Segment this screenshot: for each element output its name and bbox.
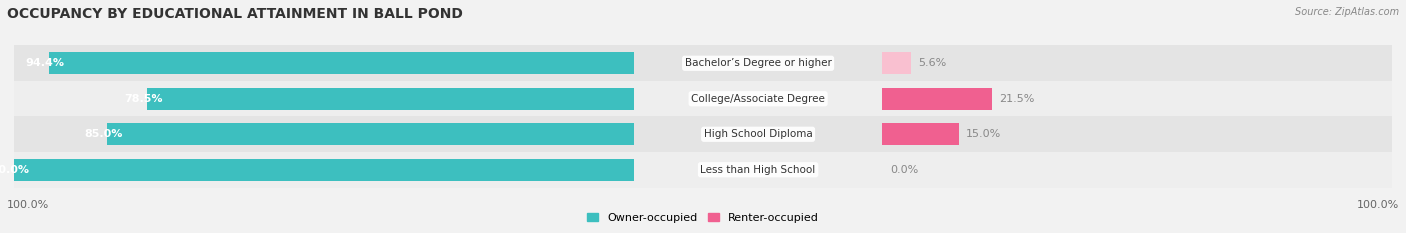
- Text: 78.5%: 78.5%: [124, 94, 163, 104]
- Bar: [882, 81, 1392, 116]
- Text: 5.6%: 5.6%: [918, 58, 946, 68]
- Text: 21.5%: 21.5%: [1000, 94, 1035, 104]
- Bar: [14, 159, 634, 181]
- Bar: [107, 123, 634, 145]
- Bar: [882, 88, 991, 110]
- Text: 100.0%: 100.0%: [1357, 200, 1399, 210]
- Bar: [14, 45, 634, 81]
- Bar: [49, 52, 634, 74]
- Bar: [148, 88, 634, 110]
- Legend: Owner-occupied, Renter-occupied: Owner-occupied, Renter-occupied: [582, 209, 824, 227]
- Text: 100.0%: 100.0%: [7, 200, 49, 210]
- Bar: [882, 116, 1392, 152]
- Bar: [634, 45, 882, 81]
- Bar: [882, 152, 1392, 188]
- Text: 85.0%: 85.0%: [84, 129, 122, 139]
- Bar: [882, 123, 959, 145]
- Bar: [14, 152, 634, 188]
- Bar: [882, 45, 1392, 81]
- Text: 94.4%: 94.4%: [25, 58, 65, 68]
- Bar: [14, 116, 634, 152]
- Text: Source: ZipAtlas.com: Source: ZipAtlas.com: [1295, 7, 1399, 17]
- Bar: [634, 81, 882, 116]
- Bar: [634, 152, 882, 188]
- Text: 100.0%: 100.0%: [0, 165, 30, 175]
- Bar: [882, 52, 911, 74]
- Bar: [14, 81, 634, 116]
- Text: 15.0%: 15.0%: [966, 129, 1001, 139]
- Text: College/Associate Degree: College/Associate Degree: [692, 94, 825, 104]
- Text: 0.0%: 0.0%: [890, 165, 918, 175]
- Text: Less than High School: Less than High School: [700, 165, 815, 175]
- Text: High School Diploma: High School Diploma: [704, 129, 813, 139]
- Text: Bachelor’s Degree or higher: Bachelor’s Degree or higher: [685, 58, 831, 68]
- Bar: [634, 116, 882, 152]
- Text: OCCUPANCY BY EDUCATIONAL ATTAINMENT IN BALL POND: OCCUPANCY BY EDUCATIONAL ATTAINMENT IN B…: [7, 7, 463, 21]
